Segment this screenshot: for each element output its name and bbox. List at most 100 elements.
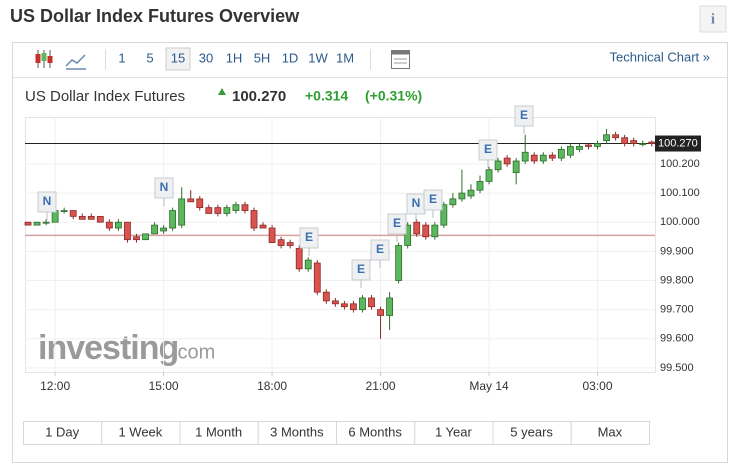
candle-body <box>331 300 339 305</box>
y-tick-label: 99.700 <box>660 304 694 316</box>
interval-button[interactable]: 1D <box>282 50 299 65</box>
interval-button[interactable]: 1M <box>336 50 354 65</box>
plot-frame <box>25 117 656 373</box>
event-label: E <box>393 216 401 230</box>
candle-body <box>196 198 204 209</box>
candle-body <box>142 233 149 241</box>
event-box[interactable] <box>478 139 498 161</box>
interval-button[interactable]: 15 <box>171 50 185 65</box>
candle-body <box>304 259 312 270</box>
range-label: 1 Month <box>195 424 242 439</box>
candle-body <box>512 160 520 174</box>
interval-button[interactable]: 5H <box>254 50 271 65</box>
candle-body <box>630 140 638 144</box>
candle-body <box>178 198 186 226</box>
candle-body <box>78 215 86 220</box>
y-tick-label: 100.200 <box>660 158 700 170</box>
y-tick-label: 99.600 <box>660 333 694 345</box>
candle-body <box>585 144 592 147</box>
candle-body <box>169 210 177 229</box>
event-box[interactable] <box>299 227 319 249</box>
candle-body <box>494 160 502 171</box>
candle-body <box>567 146 574 156</box>
event-label: N <box>43 194 52 208</box>
candle-body <box>340 303 348 308</box>
candle-body <box>603 134 610 142</box>
candle-body <box>386 297 394 316</box>
event-label: N <box>160 180 169 194</box>
candle-body <box>639 143 647 145</box>
watermark-brand: investing <box>38 329 178 367</box>
interval-button[interactable]: 30 <box>199 50 213 65</box>
x-tick-label: 15:00 <box>149 379 179 393</box>
technical-chart-link[interactable]: Technical Chart » <box>610 49 710 64</box>
candle-body <box>440 204 448 226</box>
info-button[interactable] <box>699 5 727 33</box>
candle-body <box>313 262 321 293</box>
candle-body <box>594 143 601 147</box>
x-tick-label: 21:00 <box>366 379 396 393</box>
event-box[interactable] <box>370 239 390 261</box>
event-box[interactable] <box>154 177 174 199</box>
candle-body <box>214 207 222 214</box>
range-label: 1 Week <box>118 424 162 439</box>
quote-price: 100.270 <box>232 88 286 105</box>
candle-body <box>377 309 384 316</box>
candle-body <box>557 148 565 159</box>
candle-body <box>87 215 95 220</box>
range-button[interactable] <box>570 421 650 445</box>
candle-body <box>96 215 104 223</box>
info-icon: i <box>711 11 715 27</box>
candle-body <box>232 204 240 211</box>
candle-body <box>467 189 475 197</box>
range-label: 3 Months <box>270 424 324 439</box>
candle-body <box>105 221 113 229</box>
event-label: E <box>520 108 528 122</box>
candle-body <box>548 154 556 159</box>
y-tick-label: 99.500 <box>660 362 694 374</box>
candle-body <box>503 157 511 165</box>
event-box[interactable] <box>387 213 407 235</box>
interval-button[interactable]: 1W <box>308 50 328 65</box>
candle-icon[interactable] <box>35 50 53 68</box>
event-label: E <box>357 262 365 276</box>
candle-body <box>160 227 168 232</box>
line-icon[interactable] <box>65 54 86 70</box>
candle-body <box>621 137 629 144</box>
event-label: E <box>484 142 492 156</box>
x-tick-label: 18:00 <box>257 379 287 393</box>
x-tick-label: 03:00 <box>583 379 613 393</box>
event-box[interactable] <box>37 191 57 213</box>
x-tick-label: May 14 <box>469 379 509 393</box>
candle-body <box>277 239 285 246</box>
candle-body <box>133 236 140 241</box>
event-label: N <box>412 196 421 210</box>
layout-icon[interactable] <box>391 50 410 69</box>
candle-body <box>60 210 68 212</box>
event-box[interactable] <box>423 189 443 211</box>
interval-button[interactable]: 1H <box>226 50 243 65</box>
watermark-suffix: .com <box>172 341 215 363</box>
candle-body <box>350 303 357 311</box>
last-price-box <box>655 135 701 152</box>
candle-body <box>69 210 77 217</box>
candle-body <box>259 224 267 229</box>
interval-button[interactable]: 1 <box>118 50 125 65</box>
candle-body <box>413 221 421 235</box>
candle-body <box>458 192 466 200</box>
candle-body <box>521 151 529 162</box>
candle-body <box>612 134 619 139</box>
event-box[interactable] <box>514 105 534 127</box>
up-arrow <box>218 88 226 95</box>
range-label: 6 Months <box>348 424 402 439</box>
event-box[interactable] <box>351 259 371 281</box>
candle-body <box>476 181 484 191</box>
candle-body <box>286 242 294 246</box>
y-tick-label: 99.800 <box>660 274 694 286</box>
y-tick-label: 99.900 <box>660 245 694 257</box>
interval-button[interactable]: 5 <box>146 50 153 65</box>
event-label: E <box>376 242 384 256</box>
candle-body <box>530 154 538 162</box>
quote-change-percent: (+0.31%) <box>365 88 422 104</box>
